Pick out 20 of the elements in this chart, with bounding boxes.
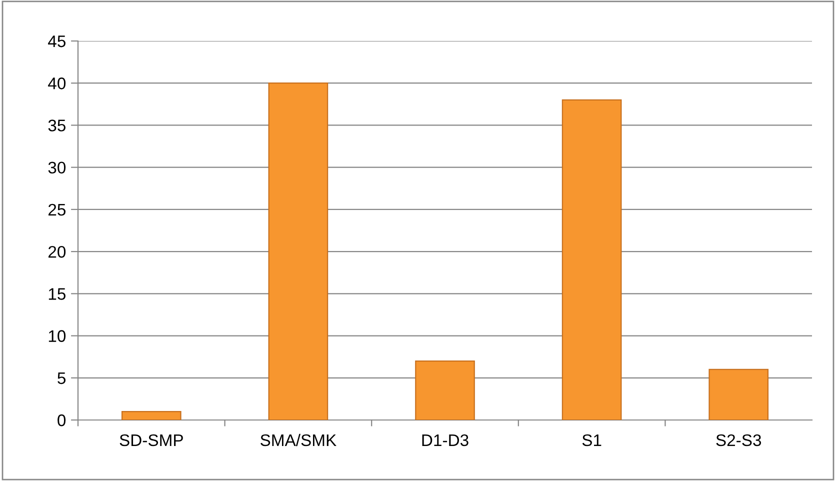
y-tick-label: 10 bbox=[48, 330, 66, 342]
x-tick-label: S1 bbox=[582, 434, 602, 446]
bar bbox=[708, 368, 769, 420]
x-tick-label: SD-SMP bbox=[120, 434, 183, 446]
y-tick-label: 5 bbox=[58, 372, 66, 384]
bar bbox=[562, 99, 622, 420]
x-tick-label: D1-D3 bbox=[422, 434, 468, 446]
bar bbox=[268, 82, 328, 420]
y-tick-label: 45 bbox=[48, 36, 66, 48]
x-tick-label: SMA/SMK bbox=[260, 434, 336, 446]
x-tick-label: S2-S3 bbox=[716, 434, 762, 446]
bar bbox=[121, 411, 182, 420]
y-tick-label: 30 bbox=[48, 162, 66, 174]
y-tick-label: 40 bbox=[48, 78, 66, 90]
y-tick-label: 35 bbox=[48, 120, 66, 132]
y-tick-label: 15 bbox=[48, 288, 66, 300]
y-tick-label: 20 bbox=[48, 246, 66, 258]
y-tick-label: 0 bbox=[58, 414, 66, 426]
y-tick-label: 25 bbox=[48, 204, 66, 216]
bar bbox=[415, 360, 475, 420]
